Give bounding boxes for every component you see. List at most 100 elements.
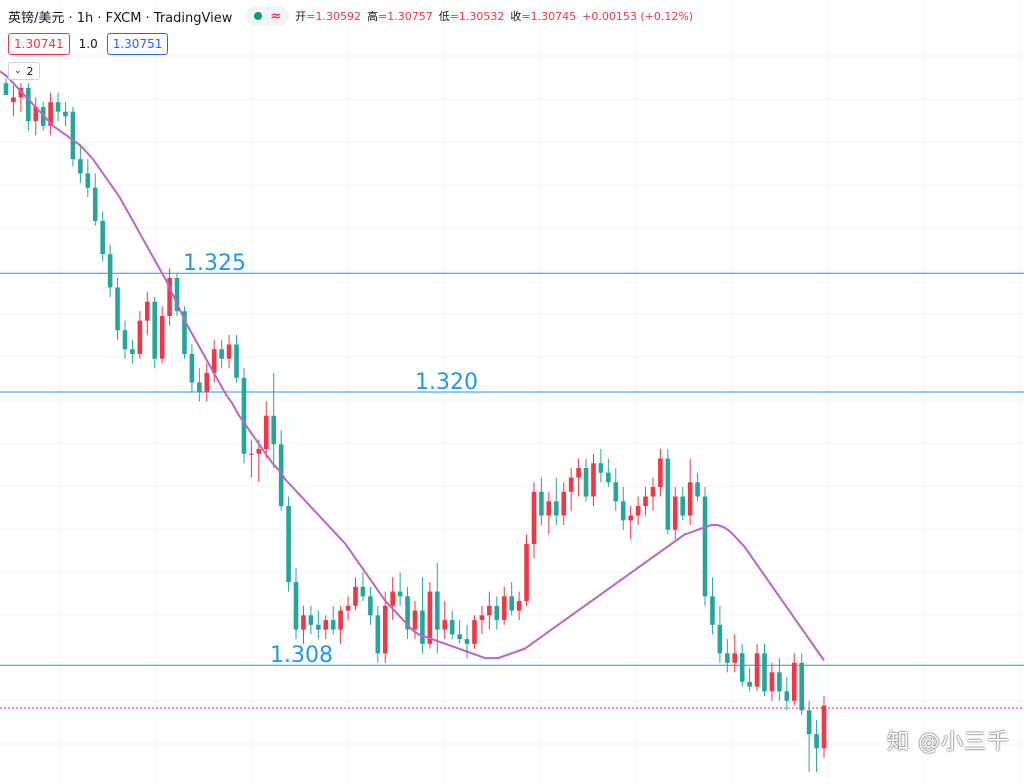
candle-body — [672, 496, 678, 530]
candle-body — [791, 662, 797, 701]
candle-body — [152, 301, 158, 359]
candle-body — [427, 591, 433, 644]
ohlc-value-0: =1.30592 — [306, 10, 361, 23]
candle-body — [3, 83, 9, 96]
candle-body — [516, 601, 522, 611]
candle-body — [546, 501, 552, 516]
candle — [553, 477, 559, 526]
candle — [442, 601, 448, 640]
approx-icon: ≈ — [270, 8, 282, 24]
indicators-toggle[interactable]: ⌄ 2 — [8, 62, 40, 80]
ohlc-label-2: 低 — [438, 10, 450, 23]
author-watermark: 知 @小三千 — [887, 730, 1010, 755]
candle-body — [107, 254, 113, 288]
candle-body — [442, 620, 448, 630]
candle-body — [263, 415, 269, 450]
candle — [360, 572, 366, 602]
candle — [613, 468, 619, 511]
candle-body — [382, 605, 388, 654]
candle — [55, 92, 61, 122]
candle — [494, 596, 500, 630]
candle — [338, 605, 343, 644]
candle — [449, 610, 455, 640]
candle — [509, 582, 514, 616]
candle — [33, 97, 39, 136]
candle-body — [405, 596, 410, 630]
candle — [435, 563, 440, 654]
candle-body — [219, 349, 224, 359]
candle-body — [695, 482, 700, 497]
market-open-icon — [254, 12, 263, 20]
candle-body — [130, 349, 135, 354]
candle — [375, 605, 381, 663]
candle — [144, 292, 150, 335]
candle — [501, 586, 507, 625]
candle — [762, 643, 767, 697]
candle-body — [680, 496, 686, 516]
candle-body — [635, 506, 641, 516]
candle-body — [390, 591, 395, 606]
candle-body — [115, 287, 120, 331]
candle — [561, 482, 567, 526]
candle — [791, 653, 797, 706]
candle-body — [189, 353, 195, 383]
horizontal-levels[interactable] — [0, 272, 1024, 666]
candle-body — [561, 491, 567, 516]
candle — [241, 368, 247, 464]
candle — [769, 662, 775, 701]
candle — [48, 92, 53, 136]
candle-body — [204, 372, 210, 392]
candle — [695, 472, 700, 502]
candle-body — [70, 111, 76, 160]
candle — [100, 211, 105, 262]
candle — [92, 173, 98, 226]
ohlc-label-3: 收 — [510, 10, 522, 23]
sell-price-button[interactable]: 1.30741 — [8, 33, 70, 55]
candle — [249, 439, 254, 478]
candle-body — [26, 87, 31, 122]
candle — [628, 506, 633, 540]
candle-body — [353, 586, 358, 606]
candle — [115, 277, 120, 340]
candle-body — [286, 506, 291, 583]
symbol-title[interactable]: 英镑/美元 · 1h · FXCM · TradingView — [8, 10, 233, 26]
candle — [263, 401, 269, 459]
candle-body — [256, 449, 262, 454]
candle — [63, 102, 68, 126]
candle — [286, 496, 291, 592]
candle — [479, 605, 485, 635]
candle — [821, 696, 827, 758]
candle-body — [11, 97, 16, 103]
candle-body — [591, 463, 596, 497]
candle-body — [717, 624, 723, 654]
candle — [11, 85, 16, 117]
buy-price-button[interactable]: 1.30751 — [106, 33, 169, 55]
candle-body — [777, 672, 782, 692]
status-pill[interactable]: ≈ — [246, 6, 290, 26]
candle — [301, 605, 306, 644]
moving-average-line — [0, 70, 825, 662]
candle — [368, 586, 373, 625]
candle-body — [487, 605, 492, 616]
candle-body — [301, 615, 306, 630]
candle — [568, 468, 574, 511]
candle — [472, 615, 477, 649]
candle-body — [531, 491, 537, 545]
ohlc-values: 开=1.30592 高=1.30757 低=1.30532 收=1.30745 +0.0… — [295, 8, 699, 24]
candle — [524, 534, 529, 606]
candle-series — [3, 78, 827, 773]
candle-body — [628, 515, 633, 521]
chart-legend-header: 英镑/美元 · 1h · FXCM · TradingView ≈ 开=1.30… — [8, 6, 699, 26]
ohlc-label-0: 开 — [295, 10, 307, 23]
level-label-2: 1.308 — [270, 643, 333, 668]
candle-body — [799, 662, 804, 711]
candle-body — [420, 610, 425, 644]
candle-body — [464, 639, 470, 644]
ohlc-value-1: =1.30757 — [377, 10, 433, 23]
candle-body — [197, 382, 202, 392]
candle — [717, 605, 723, 663]
candle-body — [323, 620, 329, 630]
candle-body — [78, 159, 83, 174]
candle — [316, 610, 321, 640]
